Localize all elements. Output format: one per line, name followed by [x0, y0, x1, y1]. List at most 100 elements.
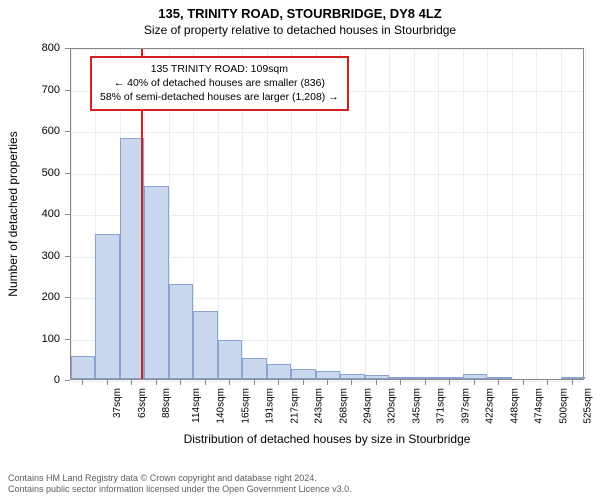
histogram-bar	[316, 371, 340, 379]
x-tick-label: 422sqm	[485, 388, 496, 424]
gridline-vertical	[438, 49, 439, 379]
y-tick-mark	[65, 173, 70, 174]
histogram-bar	[291, 369, 315, 379]
y-tick-label: 500	[0, 167, 60, 179]
y-tick-mark	[65, 214, 70, 215]
histogram-bar	[340, 374, 364, 379]
page-title: 135, TRINITY ROAD, STOURBRIDGE, DY8 4LZ	[0, 0, 600, 21]
x-tick-mark	[474, 380, 475, 385]
y-tick-label: 300	[0, 250, 60, 262]
x-tick-label: 88sqm	[161, 388, 172, 418]
histogram-bar	[414, 377, 438, 379]
x-tick-mark	[376, 380, 377, 385]
gridline-horizontal	[71, 49, 583, 50]
x-tick-mark	[523, 380, 524, 385]
y-tick-mark	[65, 380, 70, 381]
y-tick-label: 0	[0, 374, 60, 386]
x-tick-label: 217sqm	[289, 388, 300, 424]
gridline-vertical	[389, 49, 390, 379]
x-tick-label: 165sqm	[240, 388, 251, 424]
y-tick-mark	[65, 339, 70, 340]
gridline-horizontal	[71, 132, 583, 133]
gridline-vertical	[365, 49, 366, 379]
y-tick-label: 400	[0, 208, 60, 220]
footer-line1: Contains HM Land Registry data © Crown c…	[8, 473, 592, 485]
x-tick-label: 140sqm	[216, 388, 227, 424]
histogram-bar	[95, 234, 119, 379]
x-tick-label: 345sqm	[412, 388, 423, 424]
x-tick-mark	[572, 380, 573, 385]
y-tick-label: 700	[0, 84, 60, 96]
x-tick-label: 320sqm	[387, 388, 398, 424]
x-tick-mark	[82, 380, 83, 385]
y-tick-label: 800	[0, 42, 60, 54]
histogram-bar	[389, 377, 413, 379]
page-subtitle: Size of property relative to detached ho…	[0, 21, 600, 37]
y-tick-label: 200	[0, 291, 60, 303]
gridline-vertical	[512, 49, 513, 379]
x-tick-mark	[303, 380, 304, 385]
x-tick-label: 243sqm	[314, 388, 325, 424]
annot-line3: 58% of semi-detached houses are larger (…	[100, 90, 339, 104]
x-tick-label: 191sqm	[265, 388, 276, 424]
x-tick-mark	[327, 380, 328, 385]
x-tick-label: 63sqm	[137, 388, 148, 418]
x-tick-label: 525sqm	[583, 388, 594, 424]
x-tick-mark	[278, 380, 279, 385]
annot-line2: ← 40% of detached houses are smaller (83…	[100, 76, 339, 90]
y-tick-mark	[65, 297, 70, 298]
histogram-bar	[365, 375, 389, 379]
gridline-vertical	[463, 49, 464, 379]
annot-line1: 135 TRINITY ROAD: 109sqm	[100, 62, 339, 76]
histogram-bar	[193, 311, 217, 379]
x-tick-mark	[156, 380, 157, 385]
x-tick-mark	[547, 380, 548, 385]
x-tick-mark	[107, 380, 108, 385]
footer-line2: Contains public sector information licen…	[8, 484, 592, 496]
x-tick-label: 37sqm	[112, 388, 123, 418]
histogram-bar	[242, 358, 266, 379]
y-tick-label: 600	[0, 125, 60, 137]
gridline-vertical	[414, 49, 415, 379]
gridline-vertical	[71, 49, 72, 379]
gridline-vertical	[487, 49, 488, 379]
x-tick-mark	[229, 380, 230, 385]
x-tick-mark	[205, 380, 206, 385]
x-tick-label: 448sqm	[509, 388, 520, 424]
x-tick-mark	[351, 380, 352, 385]
x-tick-mark	[254, 380, 255, 385]
x-tick-mark	[131, 380, 132, 385]
y-tick-mark	[65, 256, 70, 257]
marker-annotation-box: 135 TRINITY ROAD: 109sqm ← 40% of detach…	[90, 56, 349, 111]
footer-attribution: Contains HM Land Registry data © Crown c…	[8, 473, 592, 496]
y-tick-mark	[65, 48, 70, 49]
histogram-bar	[144, 186, 168, 379]
x-axis-label: Distribution of detached houses by size …	[70, 432, 584, 446]
x-tick-label: 474sqm	[534, 388, 545, 424]
x-tick-mark	[498, 380, 499, 385]
x-tick-label: 371sqm	[436, 388, 447, 424]
x-tick-mark	[400, 380, 401, 385]
y-tick-mark	[65, 90, 70, 91]
histogram-bar	[267, 364, 291, 379]
x-tick-label: 397sqm	[460, 388, 471, 424]
histogram-bar	[218, 340, 242, 379]
histogram-bar	[463, 374, 487, 379]
x-tick-mark	[449, 380, 450, 385]
y-tick-mark	[65, 131, 70, 132]
gridline-horizontal	[71, 174, 583, 175]
histogram-bar	[71, 356, 95, 379]
x-tick-label: 114sqm	[191, 388, 202, 423]
gridline-vertical	[536, 49, 537, 379]
histogram-bar	[487, 377, 511, 379]
x-tick-label: 294sqm	[363, 388, 374, 424]
gridline-vertical	[585, 49, 586, 379]
y-tick-label: 100	[0, 333, 60, 345]
histogram-bar	[169, 284, 193, 379]
x-tick-label: 268sqm	[338, 388, 349, 424]
x-tick-mark	[180, 380, 181, 385]
x-tick-mark	[425, 380, 426, 385]
x-tick-label: 500sqm	[558, 388, 569, 424]
histogram-bar	[561, 377, 585, 379]
histogram-bar	[438, 377, 462, 379]
